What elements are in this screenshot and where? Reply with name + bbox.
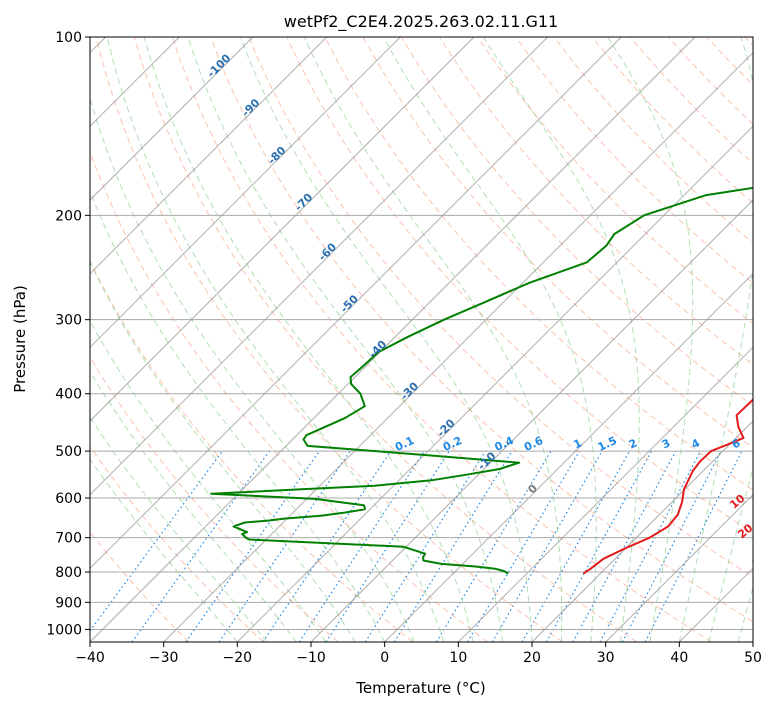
mixing-ratio-line — [364, 450, 486, 642]
moist-adiabat — [708, 466, 753, 642]
moist-adiabat — [90, 370, 297, 642]
moist-adiabat-lines — [90, 37, 753, 642]
moist-adiabat — [737, 585, 753, 642]
moist-adiabat — [90, 189, 386, 642]
x-tick-label: 0 — [380, 650, 389, 666]
y-axis: 1000 900 800 700 600 500 400 300 200 100 — [46, 30, 90, 638]
y-tick-label: 700 — [55, 531, 82, 547]
dry-adiabat — [171, 37, 712, 642]
dry-adiabat — [90, 445, 264, 642]
x-tick-label: 20 — [523, 650, 541, 666]
isotherm-line — [90, 37, 328, 275]
moist-adiabat — [143, 37, 474, 642]
x-tick-label: −30 — [149, 650, 179, 666]
y-tick-label: 500 — [55, 444, 82, 460]
isotherm-line — [457, 346, 753, 642]
mixing-ratio-line — [185, 450, 320, 642]
dry-adiabat — [133, 37, 638, 642]
x-tick-label: 10 — [449, 650, 467, 666]
moist-adiabat — [187, 37, 503, 642]
isotherm-line — [531, 420, 753, 642]
isotherm-line — [605, 493, 753, 642]
isotherm-line — [90, 37, 475, 422]
mixing-ratio-line — [393, 450, 513, 642]
mixing-ratio-line — [572, 450, 677, 642]
moist-adiabat — [303, 37, 563, 642]
mixing-ratio-line — [131, 450, 270, 642]
x-tick-label: 50 — [744, 650, 762, 666]
x-tick-label: −10 — [296, 650, 326, 666]
dry-adiabat — [95, 37, 563, 642]
x-axis-label: Temperature (°C) — [355, 679, 485, 697]
chart-title: wetPf2_C2E4.2025.263.02.11.G11 — [284, 12, 558, 32]
isotherm-line — [90, 37, 549, 496]
isotherm-line — [90, 37, 401, 349]
dry-adiabat — [515, 37, 753, 284]
dry-adiabat — [90, 259, 414, 642]
y-tick-label: 300 — [55, 313, 82, 329]
y-tick-label: 600 — [55, 491, 82, 507]
mixing-ratio-line — [491, 450, 603, 642]
moist-adiabat — [482, 37, 640, 642]
dry-adiabat — [248, 37, 753, 578]
profile-series — [210, 186, 753, 575]
moist-adiabat — [90, 458, 238, 642]
mixing-ratio-line — [435, 450, 552, 642]
y-axis-label: Pressure (hPa) — [11, 285, 29, 393]
isotherm-lines — [90, 37, 753, 642]
moist-adiabat — [90, 416, 268, 642]
x-axis: −40 −30 −20 −10 0 10 20 30 40 50 — [75, 642, 762, 666]
moist-adiabat — [678, 37, 753, 642]
isotherm-line — [236, 125, 753, 642]
moist-adiabat — [607, 37, 694, 642]
moist-adiabat — [383, 37, 597, 642]
x-tick-label: 30 — [597, 650, 615, 666]
y-tick-label: 900 — [55, 595, 82, 611]
dry-adiabat — [90, 356, 339, 642]
mixing-ratio-line — [466, 450, 580, 642]
y-tick-label: 400 — [55, 387, 82, 403]
dry-adiabat — [210, 37, 753, 623]
x-tick-label: −40 — [75, 650, 105, 666]
isotherm-line — [90, 37, 254, 201]
moist-adiabat — [90, 319, 327, 642]
isotherm-line — [90, 37, 696, 642]
isotherm-line — [384, 272, 753, 642]
x-tick-label: −20 — [223, 650, 253, 666]
mixing-ratio-line — [521, 450, 631, 642]
moist-adiabat — [239, 37, 533, 642]
y-tick-label: 1000 — [46, 622, 82, 638]
isotherm-line — [310, 199, 753, 642]
y-tick-label: 100 — [55, 30, 82, 46]
pressure-gridlines — [90, 37, 753, 630]
moist-adiabat-label: 30 — [750, 549, 770, 569]
moist-adiabat — [90, 260, 356, 642]
dewpoint-line — [210, 186, 753, 575]
x-tick-label: 40 — [670, 650, 688, 666]
dry-adiabat — [324, 37, 753, 491]
isotherm-line — [90, 37, 622, 570]
y-tick-label: 200 — [55, 208, 82, 224]
y-tick-label: 800 — [55, 565, 82, 581]
plot-frame — [89, 36, 754, 643]
temperature-line — [582, 398, 753, 575]
